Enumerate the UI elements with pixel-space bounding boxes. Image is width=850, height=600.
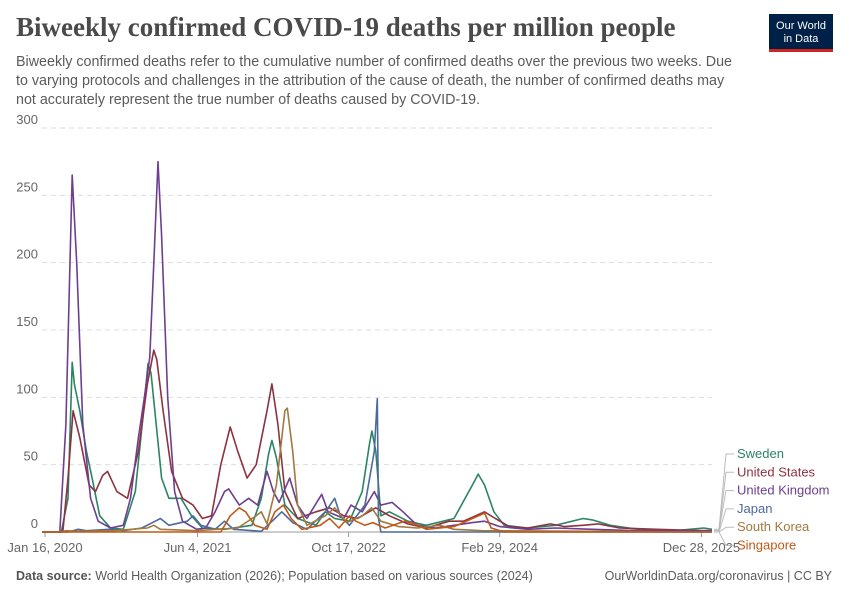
owid-logo[interactable]: Our World in Data	[769, 14, 833, 52]
legend-label-united-kingdom[interactable]: United Kingdom	[737, 483, 830, 498]
data-source: Data source: World Health Organization (…	[16, 569, 533, 583]
legend-connector	[714, 531, 734, 546]
y-tick-label: 100	[16, 381, 38, 396]
series-line-south-korea[interactable]	[42, 407, 713, 533]
y-tick-label: 50	[24, 449, 38, 464]
legend-label-japan[interactable]: Japan	[737, 501, 772, 516]
legend[interactable]: Sweden United States United Kingdom Japan So…	[714, 446, 830, 553]
x-tick-label: Oct 17, 2022	[311, 540, 385, 555]
x-axis: Jan 16, 2020 Jun 4, 2021 Oct 17, 2022 Feb 2…	[7, 532, 740, 555]
chart-title: Biweekly confirmed COVID-19 deaths per m…	[16, 12, 676, 42]
y-tick-label: 300	[16, 112, 38, 127]
chart-subtitle: Biweekly confirmed deaths refer to the c…	[16, 54, 732, 108]
legend-connector	[714, 490, 734, 532]
legend-connector	[714, 453, 734, 530]
x-tick-label: Feb 29, 2024	[461, 540, 538, 555]
x-tick-label: Jan 16, 2020	[7, 540, 82, 555]
x-tick-label: Dec 28, 2025	[663, 540, 740, 555]
y-tick-label: 200	[16, 247, 38, 262]
y-tick-label: 0	[31, 516, 38, 531]
y-tick-label: 150	[16, 314, 38, 329]
legend-label-singapore[interactable]: Singapore	[737, 538, 796, 553]
source-text: World Health Organization (2026); Popula…	[95, 569, 533, 583]
source-label: Data source:	[16, 569, 92, 583]
line-chart: 0 50 100 150 200 250 300 Jan 16, 2020 Jun 4, 20…	[7, 112, 830, 555]
series-lines	[42, 160, 713, 533]
series-line-united-states[interactable]	[42, 349, 712, 533]
logo-line-2: in Data	[783, 32, 819, 45]
y-axis: 0 50 100 150 200 250 300	[16, 112, 38, 531]
footer-credit[interactable]: OurWorldinData.org/coronavirus | CC BY	[604, 569, 832, 583]
legend-label-united-states[interactable]: United States	[737, 464, 816, 479]
legend-label-sweden[interactable]: Sweden	[737, 446, 784, 461]
legend-label-south-korea[interactable]: South Korea	[737, 519, 810, 534]
logo-line-1: Our World	[776, 20, 826, 32]
y-tick-label: 250	[16, 179, 38, 194]
x-tick-label: Jun 4, 2021	[164, 540, 232, 555]
series-line-singapore[interactable]	[42, 504, 712, 533]
